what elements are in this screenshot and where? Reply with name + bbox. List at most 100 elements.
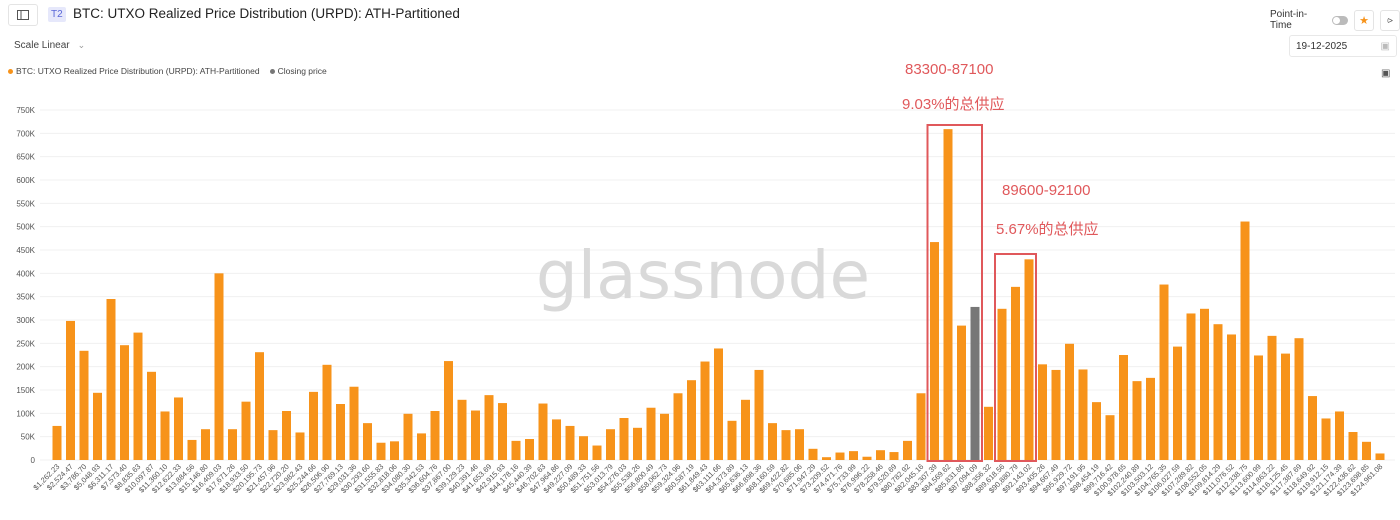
legend-item-closing-price[interactable]: Closing price <box>269 66 327 76</box>
y-tick-label: 0 <box>31 456 36 465</box>
bar <box>390 441 399 460</box>
bar <box>565 425 575 460</box>
bar <box>1375 453 1385 460</box>
bar <box>1132 381 1142 460</box>
bar <box>1024 259 1034 460</box>
favorite-button[interactable]: ★ <box>1354 9 1375 31</box>
bar <box>363 423 372 460</box>
bar <box>1186 313 1196 460</box>
bar <box>214 273 224 460</box>
bar <box>309 391 318 460</box>
bar <box>1011 286 1020 460</box>
bar <box>592 445 602 460</box>
date-input[interactable]: 19-12-2025 ▣ <box>1289 35 1397 57</box>
bar <box>538 403 548 460</box>
legend-dot-icon <box>269 69 275 75</box>
date-value: 19-12-2025 <box>1296 40 1348 52</box>
chart-legend: BTC: UTXO Realized Price Distribution (U… <box>8 66 327 76</box>
bar <box>282 411 291 460</box>
legend-item-urpd[interactable]: BTC: UTXO Realized Price Distribution (U… <box>8 66 260 76</box>
y-tick-label: 350K <box>16 293 35 302</box>
bar <box>997 308 1007 460</box>
bar <box>660 413 669 460</box>
y-tick-label: 100K <box>16 409 35 418</box>
bar <box>1173 346 1182 460</box>
y-tick-label: 50K <box>21 433 36 442</box>
point-in-time-toggle[interactable] <box>1331 15 1349 25</box>
scale-label: Scale Linear <box>14 40 70 51</box>
bar <box>133 332 143 460</box>
y-tick-label: 550K <box>16 199 35 208</box>
bar <box>79 350 89 460</box>
bar <box>498 403 507 460</box>
bar <box>741 399 750 460</box>
bar <box>1267 335 1277 460</box>
screenshot-button[interactable]: ▣ <box>1381 68 1390 79</box>
annotation-box-2 <box>994 253 1037 462</box>
point-in-time-label: Point-in-Time <box>1270 9 1308 31</box>
bar <box>849 451 858 460</box>
annotation-range-1: 83300-87100 <box>905 61 994 78</box>
bar <box>228 429 237 460</box>
y-tick-label: 700K <box>16 129 35 138</box>
bar <box>795 429 804 460</box>
bar <box>268 430 278 460</box>
bar <box>444 361 453 460</box>
scale-dropdown[interactable]: Scale Linear ⌄ <box>14 40 85 51</box>
calendar-icon: ▣ <box>1380 40 1390 52</box>
bar <box>700 361 710 460</box>
bar <box>349 386 359 460</box>
bar <box>876 450 885 460</box>
annotation-share-1: 9.03%的总供应 <box>902 96 1005 113</box>
bar <box>484 395 494 460</box>
bar <box>754 369 764 460</box>
bar <box>93 392 102 460</box>
page-title: BTC: UTXO Realized Price Distribution (U… <box>73 6 460 21</box>
bar <box>417 433 426 460</box>
bar <box>1078 369 1088 460</box>
bar <box>633 427 642 460</box>
bar <box>160 411 170 460</box>
bar <box>727 420 737 460</box>
bar <box>606 429 615 460</box>
bar <box>822 457 831 460</box>
y-tick-label: 750K <box>16 106 35 115</box>
bar <box>673 393 683 460</box>
chevron-down-icon: ⌄ <box>77 40 86 50</box>
bar <box>781 430 791 460</box>
y-tick-label: 650K <box>16 153 35 162</box>
legend-label: Closing price <box>277 66 327 76</box>
y-tick-label: 250K <box>16 339 35 348</box>
bar <box>916 393 926 460</box>
bar <box>579 436 588 460</box>
bar <box>1294 338 1304 460</box>
bar <box>1362 441 1371 460</box>
legend-dot-icon <box>8 69 13 75</box>
camera-icon: ▣ <box>1381 68 1391 79</box>
bar <box>903 440 912 460</box>
bar <box>984 406 993 460</box>
bar <box>1335 411 1344 460</box>
bar <box>187 439 197 460</box>
sidebar-toggle-button[interactable] <box>8 4 38 26</box>
bar <box>106 299 116 460</box>
bar <box>552 419 561 460</box>
bar <box>808 448 818 460</box>
y-tick-label: 500K <box>16 223 35 232</box>
bar <box>1200 308 1209 460</box>
bar <box>687 380 696 460</box>
annotation-range-2: 89600-92100 <box>1002 182 1091 199</box>
bar <box>1051 369 1061 460</box>
bar <box>714 348 723 460</box>
bar <box>376 442 386 460</box>
bar <box>1227 334 1236 460</box>
y-tick-label: 400K <box>16 269 35 278</box>
bar <box>1321 418 1331 460</box>
bar <box>1146 377 1155 460</box>
bar <box>1038 364 1047 460</box>
y-tick-label: 200K <box>16 363 35 372</box>
bar <box>525 439 534 460</box>
bar <box>1308 396 1317 460</box>
bar <box>1240 221 1250 460</box>
